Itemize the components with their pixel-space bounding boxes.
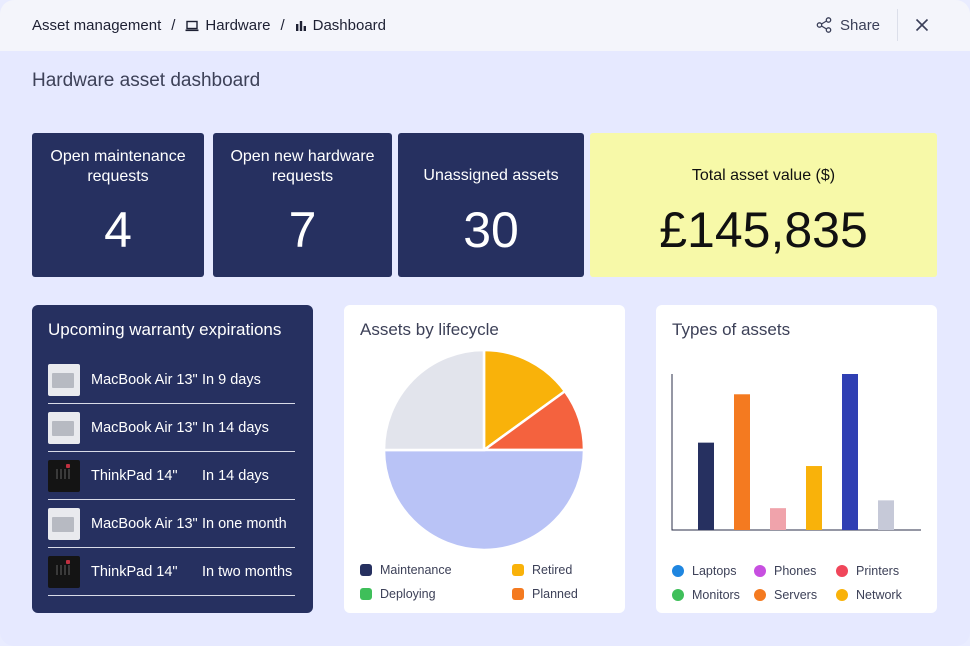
thinkpad-thumbnail <box>48 459 80 492</box>
kpi-label: Total asset value ($) <box>691 167 836 184</box>
warranty-item-expiry: In 9 days <box>202 371 261 388</box>
bar[interactable] <box>806 466 822 530</box>
legend-label: Phones <box>774 564 817 578</box>
legend-swatch <box>360 588 372 600</box>
legend-swatch <box>836 589 848 601</box>
breadcrumb-separator: / <box>280 17 285 34</box>
share-label: Share <box>840 16 881 34</box>
legend-swatch <box>360 564 372 576</box>
warranty-list-item[interactable]: ThinkPad 14" In 14 days <box>48 452 295 500</box>
warranty-card: Upcoming warranty expirations MacBook Ai… <box>32 305 313 613</box>
kpi-value: 7 <box>288 202 317 258</box>
macbook-thumbnail <box>48 411 80 444</box>
breadcrumb-dashboard[interactable]: Dashboard <box>295 17 386 34</box>
legend-swatch <box>672 589 684 601</box>
top-bar: Asset management / Hardware / Dashboard <box>0 0 970 51</box>
close-icon <box>915 18 929 32</box>
warranty-list-item[interactable]: ThinkPad 14" In two months <box>48 548 295 596</box>
share-icon <box>816 17 832 33</box>
legend-label: Retired <box>532 563 573 577</box>
legend-swatch <box>672 565 684 577</box>
bar[interactable] <box>698 442 714 530</box>
warranty-item-expiry: In 14 days <box>202 419 269 436</box>
legend-label: Network <box>856 588 902 602</box>
types-chart-title: Types of assets <box>672 320 791 339</box>
kpi-label: Unassigned assets <box>423 167 559 184</box>
legend-item: Monitors <box>672 588 740 602</box>
breadcrumb-asset-management[interactable]: Asset management <box>32 17 161 34</box>
breadcrumb-page-label: Dashboard <box>312 17 387 34</box>
breadcrumb-separator: / <box>171 17 176 34</box>
legend-label: Deploying <box>380 587 436 601</box>
kpi-value: £145,835 <box>659 202 868 258</box>
warranty-item-name: MacBook Air 13" <box>91 515 198 532</box>
macbook-thumbnail <box>48 507 80 540</box>
laptop-icon <box>185 20 199 31</box>
bar-chart-icon <box>295 20 306 31</box>
lifecycle-chart-title: Assets by lifecycle <box>360 320 499 339</box>
lifecycle-chart-card: Assets by lifecycle Maintenance Retired De… <box>344 305 625 613</box>
legend-item: Printers <box>836 564 899 578</box>
legend-label: Printers <box>856 564 900 578</box>
warranty-list-item[interactable]: MacBook Air 13" In 9 days <box>48 356 295 404</box>
breadcrumb-hardware[interactable]: Hardware <box>185 17 270 34</box>
types-chart-card: Types of assets Laptops Phones Printers Mon… <box>656 305 937 613</box>
legend-label: Planned <box>532 587 578 601</box>
bar[interactable] <box>734 394 750 530</box>
kpi-unassigned-assets[interactable]: Unassigned assets 30 <box>398 133 584 277</box>
legend-item: Servers <box>754 588 817 602</box>
kpi-total-asset-value[interactable]: Total asset value ($) £145,835 <box>590 133 937 277</box>
bar[interactable] <box>842 374 858 530</box>
pie-slice[interactable] <box>382 348 486 452</box>
warranty-item-expiry: In one month <box>202 515 287 532</box>
close-button[interactable] <box>912 15 932 35</box>
legend-label: Maintenance <box>380 563 452 577</box>
warranty-title: Upcoming warranty expirations <box>48 320 282 339</box>
kpi-label: Open maintenance requests <box>50 148 186 185</box>
breadcrumb: Asset management / Hardware / Dashboard <box>32 0 386 51</box>
legend-swatch <box>754 565 766 577</box>
legend-item: Deploying <box>360 587 436 601</box>
warranty-item-name: ThinkPad 14" <box>91 467 178 484</box>
kpi-open-maintenance[interactable]: Open maintenance requests 4 <box>32 133 204 277</box>
bar[interactable] <box>878 500 894 530</box>
legend-item: Phones <box>754 564 816 578</box>
header-divider <box>897 9 898 41</box>
pie-slice[interactable] <box>482 348 567 453</box>
legend-label: Monitors <box>692 588 740 602</box>
warranty-item-name: MacBook Air 13" <box>91 371 198 388</box>
bar[interactable] <box>770 508 786 530</box>
warranty-item-name: ThinkPad 14" <box>91 563 178 580</box>
warranty-item-expiry: In 14 days <box>202 467 269 484</box>
macbook-thumbnail <box>48 363 80 396</box>
legend-label: Servers <box>774 588 818 602</box>
breadcrumb-section-label: Hardware <box>205 17 271 34</box>
legend-swatch <box>512 588 524 600</box>
kpi-open-new-hardware[interactable]: Open new hardware requests 7 <box>213 133 392 277</box>
legend-item: Maintenance <box>360 563 452 577</box>
breadcrumb-root-label: Asset management <box>32 17 162 34</box>
warranty-list-item[interactable]: MacBook Air 13" In 14 days <box>48 404 295 452</box>
legend-swatch <box>836 565 848 577</box>
legend-label: Laptops <box>692 564 737 578</box>
bar-axis <box>671 374 921 531</box>
pie-slice[interactable] <box>382 448 586 552</box>
warranty-item-name: MacBook Air 13" <box>91 419 198 436</box>
share-button[interactable]: Share <box>816 14 880 36</box>
legend-item: Network <box>836 588 902 602</box>
legend-item: Retired <box>512 563 572 577</box>
legend-swatch <box>754 589 766 601</box>
warranty-item-expiry: In two months <box>202 563 293 580</box>
legend-swatch <box>512 564 524 576</box>
legend-item: Planned <box>512 587 578 601</box>
kpi-label: Open new hardware requests <box>230 148 375 185</box>
kpi-value: 30 <box>463 202 519 258</box>
legend-item: Laptops <box>672 564 736 578</box>
page-title: Hardware asset dashboard <box>32 70 261 91</box>
warranty-list-item[interactable]: MacBook Air 13" In one month <box>48 500 295 548</box>
pie-slice[interactable] <box>480 389 586 452</box>
kpi-value: 4 <box>104 202 132 258</box>
thinkpad-thumbnail <box>48 555 80 588</box>
